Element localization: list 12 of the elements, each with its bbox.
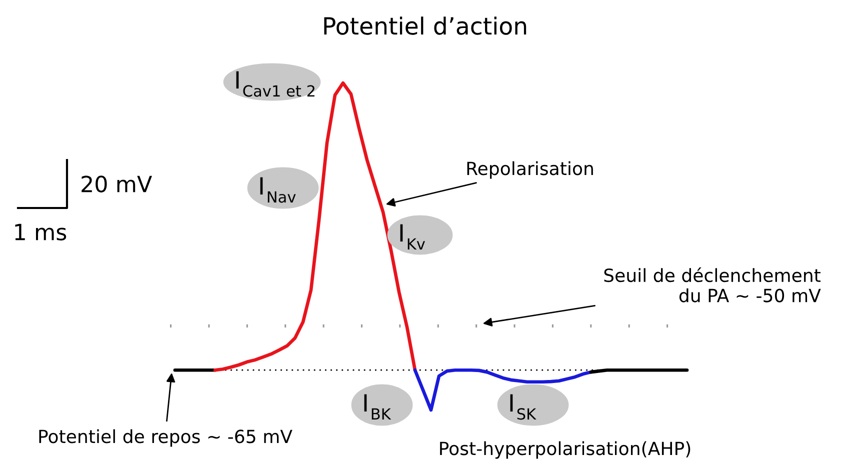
text: Post-hyperpolarisation(AHP)	[440, 441, 690, 459]
annotation: ICav1 et 2	[236, 71, 314, 97]
chart-title: Potentiel d’action	[324, 16, 526, 35]
text: 1 ms	[15, 224, 66, 240]
annotation: INav	[260, 177, 296, 203]
ref-line-label: Potentiel de repos ~ -65 mV	[39, 429, 292, 447]
annotation: Repolarisation	[467, 161, 593, 179]
text: 20 mV	[82, 176, 152, 192]
annotation: ISK	[510, 394, 536, 420]
annotation: IKv	[400, 224, 425, 250]
ref-line-label: Seuil de déclenchement du PA ~ -50 mV	[604, 267, 821, 302]
annotation: IBK	[364, 394, 392, 420]
